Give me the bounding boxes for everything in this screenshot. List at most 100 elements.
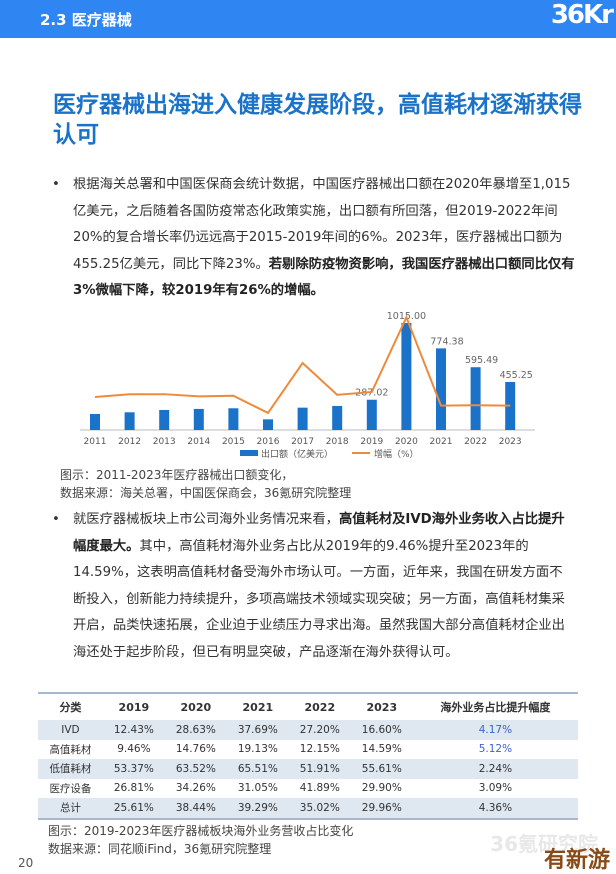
table-cell: 4.36% bbox=[412, 798, 578, 819]
x-tick-label: 2018 bbox=[326, 437, 349, 447]
x-tick-label: 2020 bbox=[395, 437, 418, 447]
table-row: IVD 12.43% 28.63% 37.69% 27.20% 16.60% 4.17% bbox=[38, 720, 578, 740]
table-cell: 16.60% bbox=[350, 720, 413, 740]
x-tick-label: 2022 bbox=[464, 437, 487, 447]
caption-source: 数据来源：海关总署，中国医保商会，36氪研究院整理 bbox=[60, 486, 352, 500]
table-cell: 65.51% bbox=[226, 759, 289, 779]
paragraph-bold: 高值耗材及IVD海外业务收入占比提升幅度最大。 bbox=[73, 512, 565, 554]
table-header-row: 分类 2019 2020 2021 2022 2023 海外业务占比提升幅度 bbox=[38, 693, 578, 720]
table-cell: 2.24% bbox=[412, 759, 578, 779]
table-row: 医疗设备 26.81% 34.26% 31.05% 41.89% 29.90% 3.09% bbox=[38, 779, 578, 799]
table-cell: 4.17% bbox=[412, 720, 578, 740]
paragraph-bold: 若剔除防疫物资影响，我国医疗器械出口额同比仅有3%微幅下降，较2019年有26%… bbox=[73, 256, 575, 299]
x-tick-label: 2013 bbox=[153, 437, 176, 447]
table-cell: 5.12% bbox=[478, 743, 513, 756]
table-row: 总计 25.61% 38.44% 39.29% 35.02% 29.96% 4.36% bbox=[38, 798, 578, 819]
x-tick-label: 2015 bbox=[222, 437, 245, 447]
bar-2016 bbox=[263, 419, 273, 430]
table-cell: 12.15% bbox=[299, 743, 340, 756]
table-row: 高值耗材 9.46% 14.76% 19.13% 12.15% 14.59% 5.12% bbox=[38, 740, 578, 760]
table-cell: 25.61% bbox=[102, 798, 165, 819]
bar-2017 bbox=[297, 407, 308, 430]
x-tick-label: 2019 bbox=[360, 437, 383, 447]
table-cell: 29.96% bbox=[350, 798, 413, 819]
table-cell: 27.20% bbox=[288, 720, 351, 740]
table-cell: 38.44% bbox=[164, 798, 227, 819]
table-cell: 医疗设备 bbox=[49, 782, 92, 795]
x-tick-label: 2023 bbox=[499, 437, 522, 447]
table-cell: 55.61% bbox=[350, 759, 413, 779]
page-number: 20 bbox=[18, 856, 34, 870]
table-cell: 37.69% bbox=[226, 720, 289, 740]
table-cell: 35.02% bbox=[288, 798, 351, 819]
bar-2011 bbox=[90, 413, 100, 430]
table-cell: 53.37% bbox=[102, 759, 165, 779]
table-cell: 29.90% bbox=[361, 782, 402, 795]
paragraph-text: 根据海关总署和中国医保商会统计数据，中国医疗器械出口额在2020年暴增至1,01… bbox=[73, 177, 571, 272]
bar-2013 bbox=[159, 409, 170, 430]
x-tick-label: 2011 bbox=[84, 437, 107, 447]
bar-2019 bbox=[366, 399, 377, 430]
paragraph-export: • 根据海关总署和中国医保商会统计数据，中国医疗器械出口额在2020年暴增至1,… bbox=[52, 172, 575, 305]
brand-logo: 36Kr bbox=[550, 0, 614, 30]
bar-2018 bbox=[332, 405, 343, 430]
bar-2020 bbox=[401, 323, 412, 430]
data-label: 595.49 bbox=[465, 355, 498, 366]
table-cell: 28.63% bbox=[164, 720, 227, 740]
table-cell: 31.05% bbox=[237, 782, 278, 795]
column-header: 2019 bbox=[118, 700, 150, 714]
bar-2012 bbox=[124, 412, 135, 430]
data-label: 455.25 bbox=[500, 370, 533, 381]
table-cell: 26.81% bbox=[113, 782, 154, 795]
data-label: 774.38 bbox=[430, 336, 463, 347]
overseas-share-table: 分类 2019 2020 2021 2022 2023 海外业务占比提升幅度 I… bbox=[38, 692, 578, 820]
bar-2023 bbox=[505, 382, 516, 430]
bar-2014 bbox=[193, 408, 204, 430]
paragraph-text: 其中，高值耗材海外业务占比从2019年的9.46%提升至2023年的14.59%… bbox=[73, 538, 565, 660]
bar-2021 bbox=[436, 348, 446, 430]
column-header: 2021 bbox=[242, 700, 274, 714]
x-tick-label: 2012 bbox=[118, 437, 141, 447]
table-cell: 14.76% bbox=[175, 743, 216, 756]
column-header: 2022 bbox=[304, 700, 336, 714]
column-header: 分类 bbox=[59, 701, 82, 714]
table-cell: 39.29% bbox=[226, 798, 289, 819]
column-header: 海外业务占比提升幅度 bbox=[440, 701, 551, 714]
x-tick-label: 2021 bbox=[430, 437, 453, 447]
section-header-bar: 2.3 医疗器械 36Kr bbox=[0, 0, 616, 38]
table-cell: 19.13% bbox=[237, 743, 278, 756]
table-cell: 41.89% bbox=[299, 782, 340, 795]
column-header: 2023 bbox=[366, 700, 398, 714]
x-tick-label: 2016 bbox=[257, 437, 280, 447]
data-label: 287.02 bbox=[355, 388, 388, 399]
legend-bar-swatch bbox=[240, 450, 258, 456]
table-cell: 9.46% bbox=[117, 743, 151, 756]
table-cell: 低值耗材 bbox=[38, 759, 103, 779]
corner-logo: 有新游 bbox=[543, 848, 610, 873]
column-header: 2020 bbox=[180, 700, 212, 714]
table-row: 低值耗材 53.37% 63.52% 65.51% 51.91% 55.61% 2.24% bbox=[38, 759, 578, 779]
table-cell: 14.59% bbox=[361, 743, 402, 756]
legend-label: 出口额（亿美元） bbox=[261, 448, 333, 460]
legend-label: 增幅（%） bbox=[374, 448, 419, 460]
bullet-icon: • bbox=[52, 177, 60, 192]
table-caption: 图示：2019-2023年医疗器械板块海外业务营收占比变化 数据来源：同花顺iF… bbox=[48, 822, 353, 858]
table-cell: 总计 bbox=[38, 798, 103, 819]
export-chart: 2011 2012 2013 2014 2015 2016 2017 2018 2019 287.… bbox=[80, 311, 535, 460]
growth-line bbox=[94, 314, 511, 415]
caption-title: 图示：2011-2023年医疗器械出口额变化， bbox=[60, 468, 294, 482]
caption-title: 图示：2019-2023年医疗器械板块海外业务营收占比变化 bbox=[48, 824, 354, 838]
page-title: 医疗器械出海进入健康发展阶段，高值耗材逐渐获得认可 bbox=[53, 92, 582, 148]
paragraph-overseas: • 就医疗器械板块上市公司海外业务情况来看，高值耗材及IVD海外业务收入占比提升… bbox=[52, 507, 575, 666]
caption-source: 数据来源：同花顺iFind，36氪研究院整理 bbox=[48, 842, 272, 856]
bullet-icon: • bbox=[52, 512, 60, 527]
paragraph-text: 就医疗器械板块上市公司海外业务情况来看， bbox=[73, 512, 339, 527]
table-cell: 高值耗材 bbox=[49, 743, 92, 756]
x-tick-label: 2014 bbox=[187, 437, 210, 447]
x-tick-label: 2017 bbox=[291, 437, 314, 447]
table-cell: 12.43% bbox=[102, 720, 165, 740]
chart-caption: 图示：2011-2023年医疗器械出口额变化， 数据来源：海关总署，中国医保商会… bbox=[60, 466, 351, 502]
table-cell: 3.09% bbox=[478, 782, 513, 795]
table-cell: IVD bbox=[38, 720, 103, 740]
